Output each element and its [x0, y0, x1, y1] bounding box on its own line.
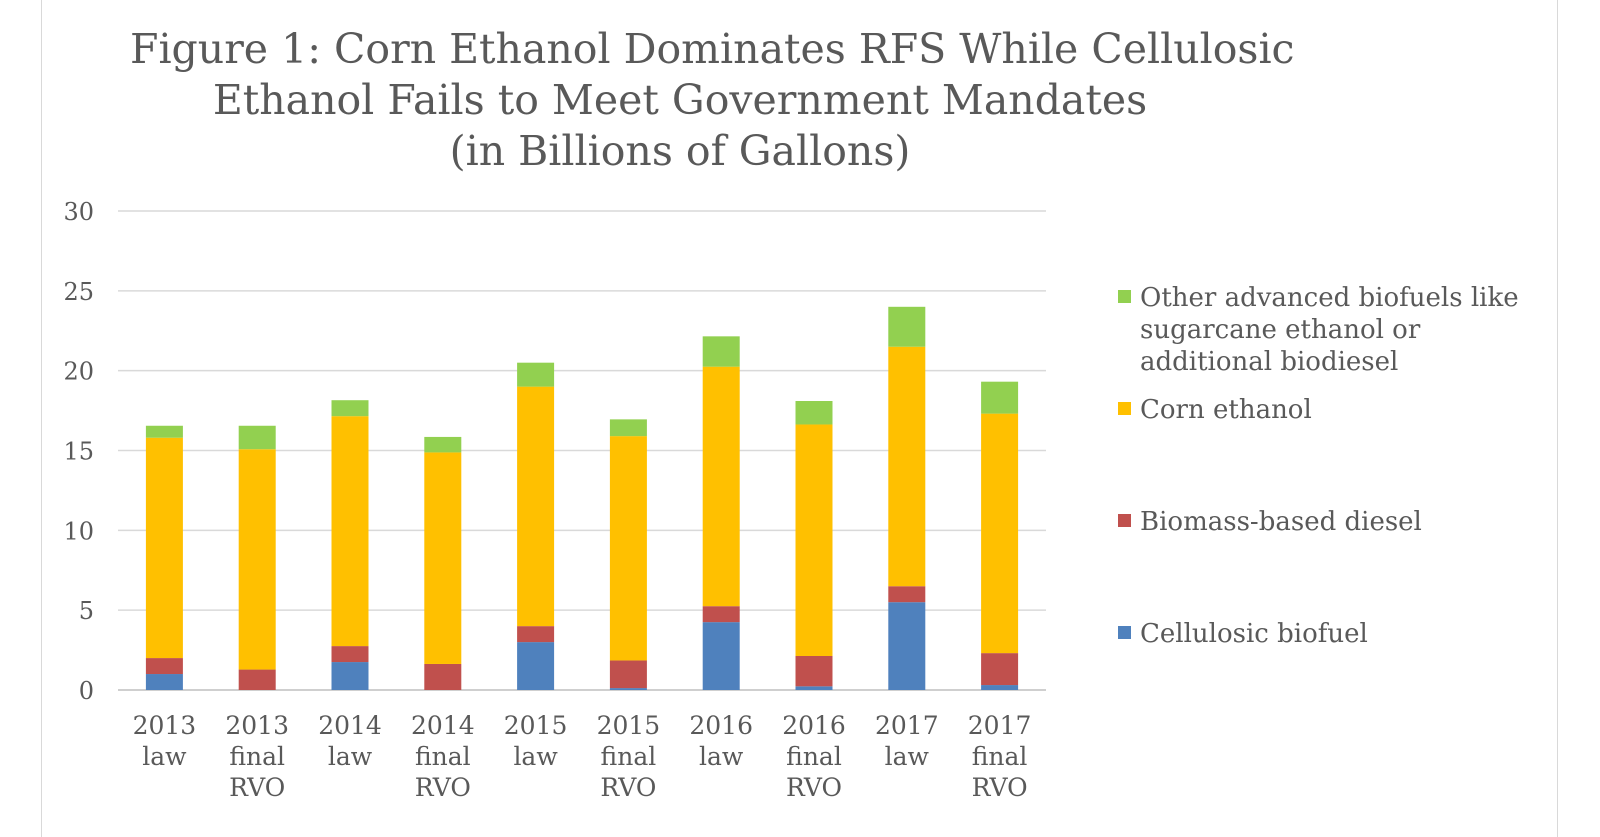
bar-segment-cellulosic [702, 622, 740, 690]
bar-segment-biomass-based [888, 586, 926, 603]
bar-segment-corn [702, 366, 740, 607]
bar-segment-cellulosic [517, 642, 555, 690]
bar-segment-corn [888, 346, 926, 587]
bar-segment-biomass-based [981, 653, 1019, 686]
x-tick-label: final [415, 742, 471, 771]
bar-segment-biomass-based [702, 606, 740, 623]
x-tick-label: RVO [415, 773, 471, 802]
bar-segment-other [238, 425, 276, 450]
chart-title-line-2: Ethanol Fails to Meet Government Mandate… [212, 76, 1148, 124]
x-tick-label: 2015 [504, 711, 568, 740]
legend-label-biomass-diesel: Biomass-based diesel [1140, 507, 1422, 537]
x-tick-label: RVO [786, 773, 842, 802]
x-tick-label: 2014 [411, 711, 475, 740]
bar-segment-corn [609, 436, 647, 661]
bar-segment-corn [981, 413, 1019, 654]
x-tick-label: law [328, 742, 373, 771]
bar-segment-other [888, 306, 926, 347]
chart-title-line-1: Figure 1: Corn Ethanol Dominates RFS Whi… [130, 25, 1295, 73]
y-tick-label: 25 [63, 278, 94, 306]
x-tick-label: 2016 [782, 711, 846, 740]
bar-segment-cellulosic [145, 674, 183, 690]
x-tick-label: RVO [972, 773, 1028, 802]
x-tick-label: 2013 [225, 711, 289, 740]
bar-segment-cellulosic [981, 685, 1019, 690]
legend-label-cellulosic: Cellulosic biofuel [1140, 619, 1368, 649]
bar-segment-corn [331, 416, 369, 647]
x-tick-label: 2015 [597, 711, 661, 740]
bar-segment-biomass-based [238, 669, 276, 690]
bar-segment-other [145, 425, 183, 438]
x-tick-label: law [513, 742, 558, 771]
bar-segment-biomass-based [795, 655, 833, 687]
chart-title: Figure 1: Corn Ethanol Dominates RFS Whi… [130, 24, 1295, 177]
chart-frame [41, 0, 1558, 837]
x-tick-label: final [786, 742, 842, 771]
x-tick-label: final [601, 742, 657, 771]
bar-segment-other [517, 362, 555, 387]
x-tick-label: RVO [229, 773, 285, 802]
bar-segment-biomass-based [145, 658, 183, 675]
y-tick-label: 15 [63, 438, 94, 466]
bar-segment-corn [795, 424, 833, 656]
bar-segment-cellulosic [795, 686, 833, 690]
x-tick-label: law [142, 742, 187, 771]
bar-segment-corn [145, 437, 183, 659]
x-tick-label: 2017 [968, 711, 1032, 740]
y-tick-label: 5 [79, 597, 94, 625]
x-tick-label: final [972, 742, 1028, 771]
bar-segment-other [981, 381, 1019, 414]
legend-swatch-cellulosic [1118, 626, 1131, 639]
y-tick-label: 10 [63, 517, 94, 545]
x-tick-label: 2014 [318, 711, 382, 740]
x-tick-label: 2016 [689, 711, 753, 740]
bar-segment-cellulosic [331, 662, 369, 690]
bar-segment-corn [424, 452, 462, 664]
bar-segment-biomass-based [517, 626, 555, 643]
x-tick-label: 2017 [875, 711, 939, 740]
bar-segment-cellulosic [609, 688, 647, 690]
legend-swatch-corn-ethanol [1118, 402, 1131, 415]
bar-segment-other [424, 436, 462, 453]
y-tick-label: 0 [79, 677, 94, 705]
x-tick-label: 2013 [133, 711, 197, 740]
bar-segment-corn [238, 449, 276, 670]
bar-segment-corn [517, 386, 555, 627]
bar-segment-biomass-based [331, 646, 369, 663]
legend-label-other-advanced: Other advanced biofuels like sugarcane e… [1140, 283, 1519, 377]
legend-swatch-other-advanced [1118, 290, 1131, 303]
x-tick-label: RVO [600, 773, 656, 802]
bar-segment-other [795, 401, 833, 425]
bar-segment-biomass-based [424, 663, 462, 690]
legend-swatch-biomass-diesel [1118, 514, 1131, 527]
bar-segment-other [331, 400, 369, 417]
chart-title-line-3: (in Billions of Gallons) [449, 127, 911, 175]
legend-label-corn-ethanol: Corn ethanol [1140, 395, 1312, 425]
x-tick-label: law [885, 742, 930, 771]
x-tick-label: final [229, 742, 285, 771]
y-tick-label: 20 [63, 358, 94, 386]
bar-segment-other [702, 336, 740, 367]
bar-segment-biomass-based [609, 660, 647, 689]
bar-segment-other [609, 419, 647, 437]
x-tick-label: law [699, 742, 744, 771]
y-tick-label: 30 [63, 198, 94, 226]
bar-segment-cellulosic [888, 602, 926, 690]
